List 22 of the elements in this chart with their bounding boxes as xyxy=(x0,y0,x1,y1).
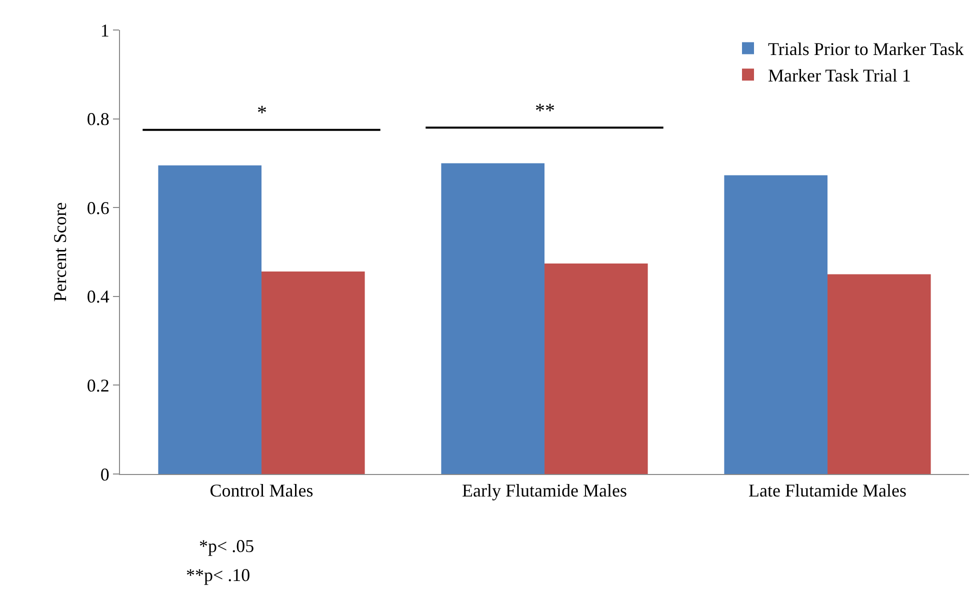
bar xyxy=(262,272,365,474)
y-tick-label: 0.6 xyxy=(86,198,110,218)
y-tick-label: 0.4 xyxy=(86,286,110,307)
y-tick-label: 0.2 xyxy=(86,376,110,396)
y-tick-label: 0.8 xyxy=(86,109,110,130)
legend-label: Trials Prior to Marker Task xyxy=(768,39,964,60)
y-tick-label: 1 xyxy=(100,20,110,40)
y-tick-label: 0 xyxy=(100,464,110,484)
bar xyxy=(828,274,931,474)
bar xyxy=(441,163,544,474)
legend-label: Marker Task Trial 1 xyxy=(768,66,911,86)
bar xyxy=(158,165,262,474)
x-tick-label: Early Flutamide Males xyxy=(462,480,627,501)
text: **p< .10 xyxy=(186,565,250,585)
bar xyxy=(544,264,648,474)
annotation: ** xyxy=(535,100,555,122)
text: *p< .05 xyxy=(199,536,254,556)
y-axis-title: Percent Score xyxy=(50,202,70,302)
x-tick-label: Late Flutamide Males xyxy=(748,480,906,501)
bar xyxy=(724,175,828,474)
x-tick-label: Control Males xyxy=(210,480,314,501)
annotation: * xyxy=(257,102,267,124)
